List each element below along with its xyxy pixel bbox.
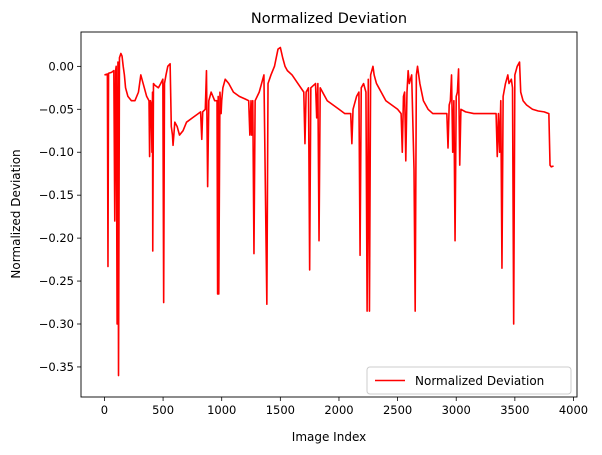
chart-title: Normalized Deviation (251, 11, 407, 27)
x-axis: 0 500 1000 1500 2000 2500 3000 3500 4000 (101, 397, 588, 417)
y-axis-label: Normalized Deviation (9, 149, 23, 278)
legend-label: Normalized Deviation (415, 374, 544, 388)
x-tick-label: 1500 (266, 403, 295, 417)
y-tick-label: −0.20 (39, 231, 74, 245)
x-tick-label: 2000 (324, 403, 353, 417)
x-axis-label: Image Index (292, 430, 366, 444)
plot-area (80, 31, 578, 398)
legend-box (366, 366, 572, 395)
y-tick-label: −0.15 (39, 188, 74, 202)
y-tick-label: −0.05 (39, 102, 74, 116)
series-line-0 (104, 46, 554, 377)
y-tick-label: −0.35 (39, 360, 74, 374)
y-tick-label: −0.10 (39, 145, 74, 159)
x-tick-label: 3500 (500, 403, 529, 417)
x-tick-label: 3000 (442, 403, 471, 417)
x-tick-label: 500 (152, 403, 174, 417)
x-tick-label: 4000 (559, 403, 588, 417)
x-tick-label: 1000 (207, 403, 236, 417)
x-tick-label: 0 (101, 403, 108, 417)
y-axis: 0.00 −0.05 −0.10 −0.15 −0.20 −0.25 −0.30 −0.35 (39, 59, 81, 374)
x-tick-label: 2500 (383, 403, 412, 417)
y-tick-label: −0.25 (39, 274, 74, 288)
y-tick-label: −0.30 (39, 317, 74, 331)
series-layer (104, 46, 554, 377)
y-tick-label: 0.00 (48, 59, 74, 73)
legend: Normalized Deviation (366, 366, 572, 395)
plot-border (80, 31, 578, 398)
